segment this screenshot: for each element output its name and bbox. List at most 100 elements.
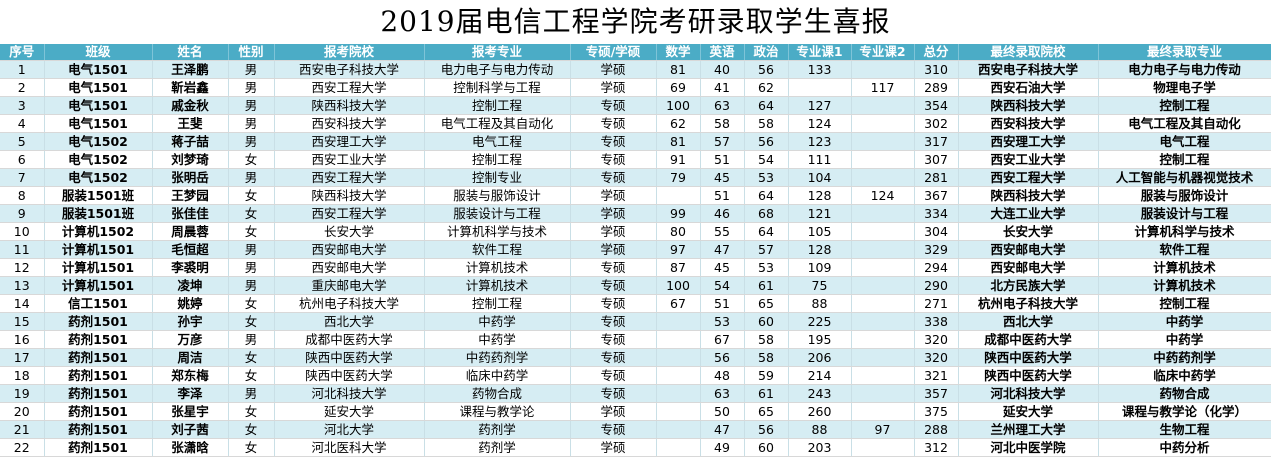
cell-gender: 男	[228, 132, 275, 151]
header-major-course-2: 专业课2	[851, 44, 915, 61]
cell-gender: 女	[228, 294, 275, 313]
cell-politics: 68	[744, 204, 789, 223]
cell-politics: 56	[744, 420, 789, 439]
cell-class: 药剂1501	[44, 312, 153, 331]
cell-english: 48	[700, 366, 745, 385]
cell-english: 50	[700, 402, 745, 421]
cell-degree-type: 专硕	[570, 294, 657, 313]
cell-politics: 65	[744, 294, 789, 313]
cell-gender: 女	[228, 204, 275, 223]
cell-politics: 56	[744, 132, 789, 151]
cell-seq: 1	[0, 60, 45, 79]
cell-final-major: 中药分析	[1098, 438, 1271, 457]
cell-final-major: 控制工程	[1098, 294, 1271, 313]
cell-major-course-2	[851, 240, 915, 259]
cell-english: 47	[700, 420, 745, 439]
cell-politics: 64	[744, 186, 789, 205]
cell-applied-major: 中药学	[424, 330, 571, 349]
header-degree-type: 专硕/学硕	[570, 44, 657, 61]
header-name: 姓名	[152, 44, 229, 61]
cell-name: 凌坤	[152, 276, 229, 295]
cell-major-course-2: 97	[851, 420, 915, 439]
cell-degree-type: 学硕	[570, 240, 657, 259]
cell-english: 45	[700, 258, 745, 277]
cell-applied-school: 陕西中医药大学	[274, 366, 425, 385]
cell-applied-major: 控制科学与工程	[424, 78, 571, 97]
cell-applied-major: 药物合成	[424, 384, 571, 403]
cell-seq: 17	[0, 348, 45, 367]
cell-applied-school: 陕西科技大学	[274, 96, 425, 115]
cell-major-course-2	[851, 384, 915, 403]
cell-total: 338	[914, 312, 959, 331]
cell-major-course-1: 104	[788, 168, 852, 187]
cell-politics: 58	[744, 348, 789, 367]
cell-applied-major: 电力电子与电力传动	[424, 60, 571, 79]
cell-major-course-1: 88	[788, 294, 852, 313]
cell-name: 张潇晗	[152, 438, 229, 457]
cell-applied-school: 西北大学	[274, 312, 425, 331]
cell-final-school: 西安电子科技大学	[958, 60, 1099, 79]
cell-final-major: 计算机技术	[1098, 258, 1271, 277]
cell-gender: 男	[228, 60, 275, 79]
cell-applied-school: 长安大学	[274, 222, 425, 241]
cell-applied-school: 杭州电子科技大学	[274, 294, 425, 313]
cell-politics: 64	[744, 222, 789, 241]
cell-degree-type: 专硕	[570, 258, 657, 277]
cell-math	[656, 186, 701, 205]
cell-degree-type: 专硕	[570, 132, 657, 151]
cell-name: 李裘明	[152, 258, 229, 277]
cell-final-major: 计算机科学与技术	[1098, 222, 1271, 241]
cell-applied-major: 中药药剂学	[424, 348, 571, 367]
cell-gender: 女	[228, 186, 275, 205]
cell-major-course-1: 206	[788, 348, 852, 367]
cell-gender: 女	[228, 150, 275, 169]
cell-seq: 7	[0, 168, 45, 187]
cell-major-course-2	[851, 132, 915, 151]
header-final-school: 最终录取院校	[958, 44, 1099, 61]
cell-applied-major: 控制工程	[424, 294, 571, 313]
cell-name: 王梦园	[152, 186, 229, 205]
cell-name: 张星宇	[152, 402, 229, 421]
cell-class: 药剂1501	[44, 438, 153, 457]
cell-degree-type: 专硕	[570, 114, 657, 133]
cell-final-school: 杭州电子科技大学	[958, 294, 1099, 313]
table-row: 5 电气1502 蒋子喆男西安理工大学 电气工程 专硕 81 57 56 123 317 西安理工大…	[0, 132, 1271, 151]
cell-politics: 59	[744, 366, 789, 385]
cell-final-major: 电气工程	[1098, 132, 1271, 151]
cell-total: 290	[914, 276, 959, 295]
cell-total: 320	[914, 330, 959, 349]
cell-applied-school: 延安大学	[274, 402, 425, 421]
cell-major-course-2	[851, 276, 915, 295]
cell-gender: 女	[228, 222, 275, 241]
header-class: 班级	[44, 44, 153, 61]
cell-class: 电气1502	[44, 150, 153, 169]
cell-final-school: 成都中医药大学	[958, 330, 1099, 349]
cell-total: 294	[914, 258, 959, 277]
cell-seq: 18	[0, 366, 45, 385]
cell-degree-type: 学硕	[570, 186, 657, 205]
cell-class: 药剂1501	[44, 402, 153, 421]
cell-math: 62	[656, 114, 701, 133]
cell-name: 张明岳	[152, 168, 229, 187]
cell-english: 46	[700, 204, 745, 223]
cell-major-course-1: 127	[788, 96, 852, 115]
cell-degree-type: 专硕	[570, 96, 657, 115]
cell-degree-type: 学硕	[570, 438, 657, 457]
cell-class: 计算机1501	[44, 276, 153, 295]
cell-english: 63	[700, 96, 745, 115]
cell-politics: 57	[744, 240, 789, 259]
cell-major-course-1: 123	[788, 132, 852, 151]
table-body: 1 电气1501 王泽鹏男西安电子科技大学 电力电子与电力传动 学硕 81 40 56 133 3…	[0, 60, 1271, 457]
cell-major-course-1: 124	[788, 114, 852, 133]
cell-class: 药剂1501	[44, 384, 153, 403]
cell-name: 王泽鹏	[152, 60, 229, 79]
cell-class: 电气1501	[44, 60, 153, 79]
cell-class: 计算机1501	[44, 258, 153, 277]
cell-applied-school: 西安工程大学	[274, 168, 425, 187]
table-row: 20 药剂1501 张星宇女延安大学 课程与教学论 学硕 50 65 260 375 延安大学 课程…	[0, 402, 1271, 421]
admission-table: 序号 班级 姓名 性别 报考院校 报考专业 专硕/学硕 数学 英语 政治 专业课1 专业课2 总分 最终录…	[0, 44, 1271, 457]
cell-name: 蒋子喆	[152, 132, 229, 151]
cell-major-course-2	[851, 366, 915, 385]
cell-politics: 65	[744, 402, 789, 421]
cell-final-major: 中药学	[1098, 330, 1271, 349]
